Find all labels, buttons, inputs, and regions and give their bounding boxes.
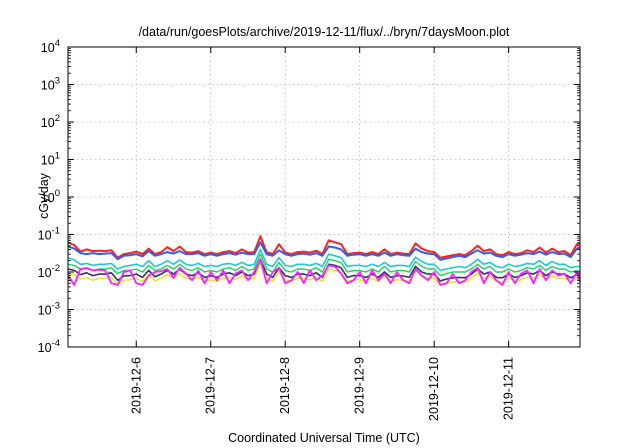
y-tick-label: 10-2 bbox=[38, 263, 60, 280]
data-series bbox=[67, 235, 581, 286]
series-line bbox=[67, 248, 580, 272]
x-tick-label: 2019-12-11 bbox=[502, 357, 516, 420]
y-tick-label: 10-3 bbox=[38, 301, 60, 318]
x-tick-label: 2019-12-8 bbox=[278, 357, 292, 414]
chart-title: /data/run/goesPlots/archive/2019-12-11/f… bbox=[139, 25, 510, 39]
y-tick-label: 100 bbox=[41, 188, 60, 205]
gridlines bbox=[68, 47, 580, 347]
x-tick-label: 2019-12-7 bbox=[204, 357, 218, 414]
y-tick-label: 103 bbox=[41, 76, 60, 93]
series-line bbox=[67, 235, 581, 259]
series-line bbox=[67, 258, 581, 286]
y-axis-ticks: 10-4 10-3 10-2 10-1 100 101 102 103 104 bbox=[38, 38, 580, 355]
y-axis-label: cGy/day bbox=[37, 172, 51, 219]
y-tick-label: 10-1 bbox=[38, 226, 60, 243]
x-axis-ticks: 2019-12-6 2019-12-7 2019-12-8 2019-12-9 2019… bbox=[129, 47, 516, 421]
x-axis-label: Coordinated Universal Time (UTC) bbox=[228, 431, 420, 445]
x-tick-label: 2019-12-9 bbox=[353, 357, 367, 414]
y-tick-label: 104 bbox=[41, 38, 60, 55]
y-tick-label: 101 bbox=[41, 151, 60, 168]
x-tick-label: 2019-12-10 bbox=[427, 357, 441, 421]
y-tick-label: 10-4 bbox=[38, 338, 60, 355]
x-tick-label: 2019-12-6 bbox=[129, 357, 143, 414]
y-tick-label: 102 bbox=[41, 113, 60, 130]
series-line bbox=[67, 241, 581, 261]
series-line bbox=[67, 253, 581, 277]
